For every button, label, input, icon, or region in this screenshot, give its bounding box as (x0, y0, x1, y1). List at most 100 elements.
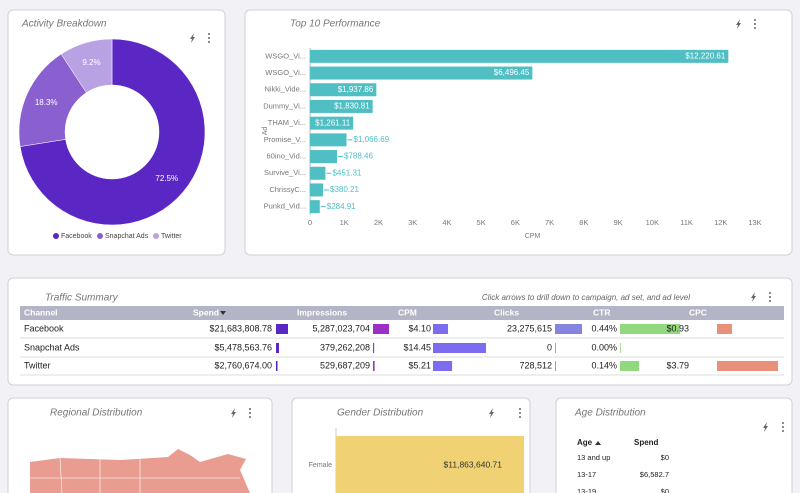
cell-bar (276, 361, 278, 371)
x-tick-label: 12K (714, 218, 727, 227)
x-tick-label: 5K (477, 218, 486, 227)
menu-icon[interactable] (754, 27, 756, 29)
bar[interactable] (310, 83, 377, 97)
column-header[interactable]: Clicks (494, 307, 519, 317)
bar[interactable] (310, 99, 373, 113)
bar[interactable] (336, 436, 524, 493)
value-label: $380.21 (330, 185, 359, 194)
bar[interactable] (310, 183, 324, 197)
legend-label[interactable]: Snapchat Ads (105, 233, 149, 240)
category-label: Nikki_Vide... (264, 85, 306, 94)
menu-icon[interactable] (782, 426, 784, 428)
menu-icon[interactable] (208, 33, 210, 35)
bar[interactable] (310, 133, 347, 147)
cell-bar (555, 343, 556, 353)
cell-value: $5.21 (408, 360, 431, 370)
panel-title: Activity Breakdown (21, 19, 107, 30)
channel-name[interactable]: Facebook (24, 323, 64, 333)
age-label: 13-19 (577, 487, 596, 493)
column-header: Channel (24, 307, 58, 317)
channel-name[interactable]: Snapchat Ads (24, 342, 80, 352)
x-tick-label: 4K (442, 218, 451, 227)
bar[interactable] (310, 116, 354, 130)
menu-icon[interactable] (754, 19, 756, 21)
menu-icon[interactable] (208, 41, 210, 43)
bolt-icon[interactable] (190, 33, 195, 43)
bolt-icon[interactable] (763, 422, 768, 432)
panel-title: Age Distribution (574, 408, 646, 419)
bolt-icon[interactable] (231, 408, 236, 418)
menu-icon[interactable] (249, 412, 251, 414)
cell-value: 529,687,209 (320, 360, 370, 370)
menu-icon[interactable] (249, 408, 251, 410)
menu-icon[interactable] (519, 412, 521, 414)
category-label: ChrissyC... (269, 185, 306, 194)
legend-label[interactable]: Twitter (161, 233, 182, 240)
cell-bar (433, 343, 486, 353)
map-border (59, 457, 63, 493)
menu-icon[interactable] (769, 300, 771, 302)
bar[interactable] (310, 49, 729, 63)
panel-title: Regional Distribution (50, 408, 143, 419)
column-header[interactable]: CPM (398, 307, 417, 317)
note: Click arrows to drill down to campaign, … (482, 293, 690, 302)
cell-value: 0.00% (591, 342, 617, 352)
category-label: Dummy_Vi... (263, 101, 306, 110)
menu-icon[interactable] (782, 430, 784, 432)
x-tick-label: 9K (613, 218, 622, 227)
cell-value: 0 (547, 342, 552, 352)
category-label: WSGO_Vi... (265, 51, 306, 60)
x-tick-label: 13K (748, 218, 761, 227)
channel-name[interactable]: Twitter (24, 360, 51, 370)
value-label: $1,261.11 (315, 118, 351, 127)
x-tick-label: 6K (511, 218, 520, 227)
menu-icon[interactable] (519, 416, 521, 418)
legend-swatch[interactable] (97, 233, 103, 239)
category-label: THAM_Vi... (268, 118, 306, 127)
bolt-icon[interactable] (751, 292, 756, 302)
age-label: 13 and up (577, 453, 610, 462)
x-tick-label: 1K (340, 218, 349, 227)
sort-icon[interactable] (595, 441, 601, 445)
cell-bar (620, 343, 621, 353)
bolt-icon[interactable] (736, 19, 741, 29)
x-tick-label: 8K (579, 218, 588, 227)
panel-title: Top 10 Performance (290, 19, 381, 30)
x-tick-label: 11K (680, 218, 693, 227)
legend-swatch[interactable] (153, 233, 159, 239)
slice-label: 18.3% (35, 98, 58, 107)
column-header[interactable]: CPC (689, 307, 707, 317)
sort-icon[interactable] (220, 311, 226, 315)
column-header[interactable]: Spend (193, 307, 219, 317)
cell-value: 728,512 (519, 360, 552, 370)
menu-icon[interactable] (519, 408, 521, 410)
menu-icon[interactable] (782, 422, 784, 424)
bar[interactable] (310, 200, 320, 214)
cell-value: $0.93 (666, 323, 689, 333)
legend-label[interactable]: Facebook (61, 233, 92, 240)
value-label: $11,863,640.71 (444, 459, 503, 469)
pie-slice (19, 38, 206, 226)
cell-bar (433, 324, 449, 334)
column-header[interactable]: Age (577, 438, 593, 447)
bolt-icon[interactable] (489, 408, 494, 418)
cell-value: $4.10 (408, 323, 431, 333)
bar[interactable] (310, 166, 326, 180)
menu-icon[interactable] (769, 292, 771, 294)
legend-swatch[interactable] (53, 233, 59, 239)
column-header[interactable]: Spend (634, 438, 659, 447)
menu-icon[interactable] (249, 416, 251, 418)
menu-icon[interactable] (208, 37, 210, 39)
cell-bar (555, 361, 556, 371)
menu-icon[interactable] (754, 23, 756, 25)
menu-icon[interactable] (769, 296, 771, 298)
bar[interactable] (310, 66, 533, 80)
cell-value: 379,262,208 (320, 342, 370, 352)
bar[interactable] (310, 150, 337, 164)
value-label: $788.46 (344, 152, 373, 161)
cell-bar (620, 361, 640, 371)
cell-value: $2,760,674.00 (214, 360, 272, 370)
column-header[interactable]: CTR (593, 307, 610, 317)
column-header[interactable]: Impressions (297, 307, 347, 317)
category-label: 60ino_Vid... (267, 152, 306, 161)
